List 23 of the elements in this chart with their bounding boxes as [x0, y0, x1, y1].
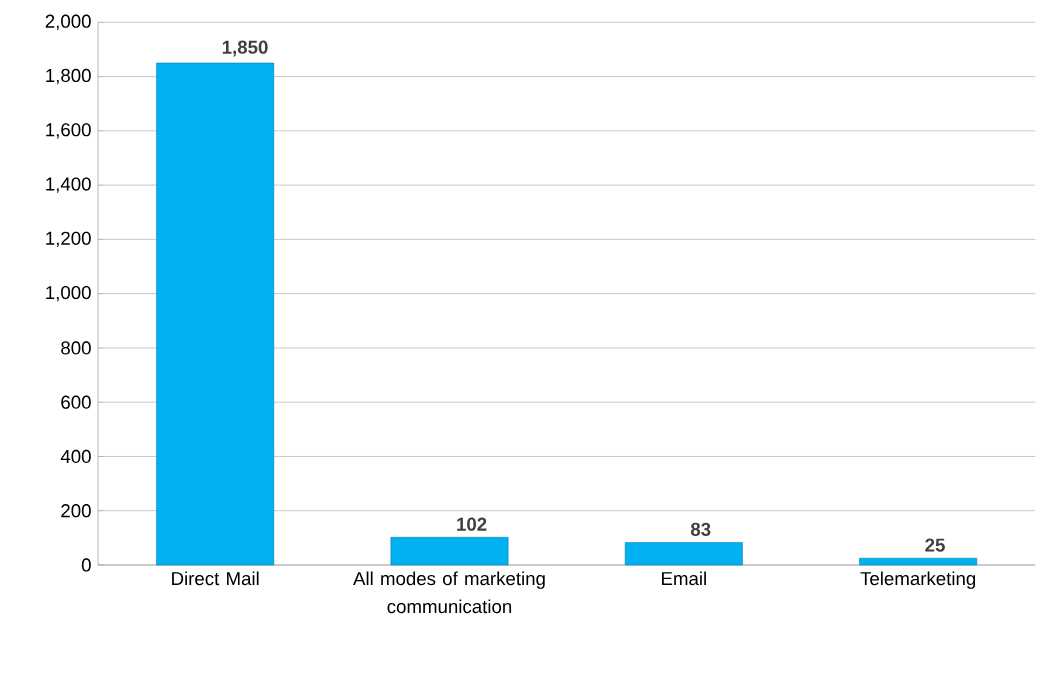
bar	[859, 557, 978, 566]
x-tick-label: Email	[662, 571, 706, 586]
y-tick-label: 1,200	[46, 231, 91, 248]
y-tick-label: 1,000	[46, 285, 91, 302]
data-label: 102	[457, 517, 487, 531]
bar	[156, 62, 275, 566]
y-tick-label: 1,400	[46, 177, 91, 193]
y-tick-label: 400	[60, 449, 91, 464]
x-tick-label: Telemarketing	[860, 571, 976, 589]
y-tick-label: 600	[61, 395, 91, 409]
y-tick-label: 200	[61, 504, 91, 518]
y-tick-label: 1,800	[46, 68, 91, 85]
bar	[624, 542, 743, 566]
y-tick-label: 1,600	[46, 123, 91, 139]
bar	[390, 537, 509, 566]
y-tick-label: 800	[61, 341, 91, 355]
y-tick-label: 0	[81, 558, 91, 572]
data-label: 25	[925, 538, 945, 552]
x-tick-label: Direct Mail	[172, 571, 259, 586]
data-label: 83	[690, 522, 711, 536]
y-tick-label: 2,000	[45, 14, 91, 31]
x-tick-label: All modes of marketing communication	[353, 571, 545, 614]
data-label: 1,850	[222, 40, 268, 57]
